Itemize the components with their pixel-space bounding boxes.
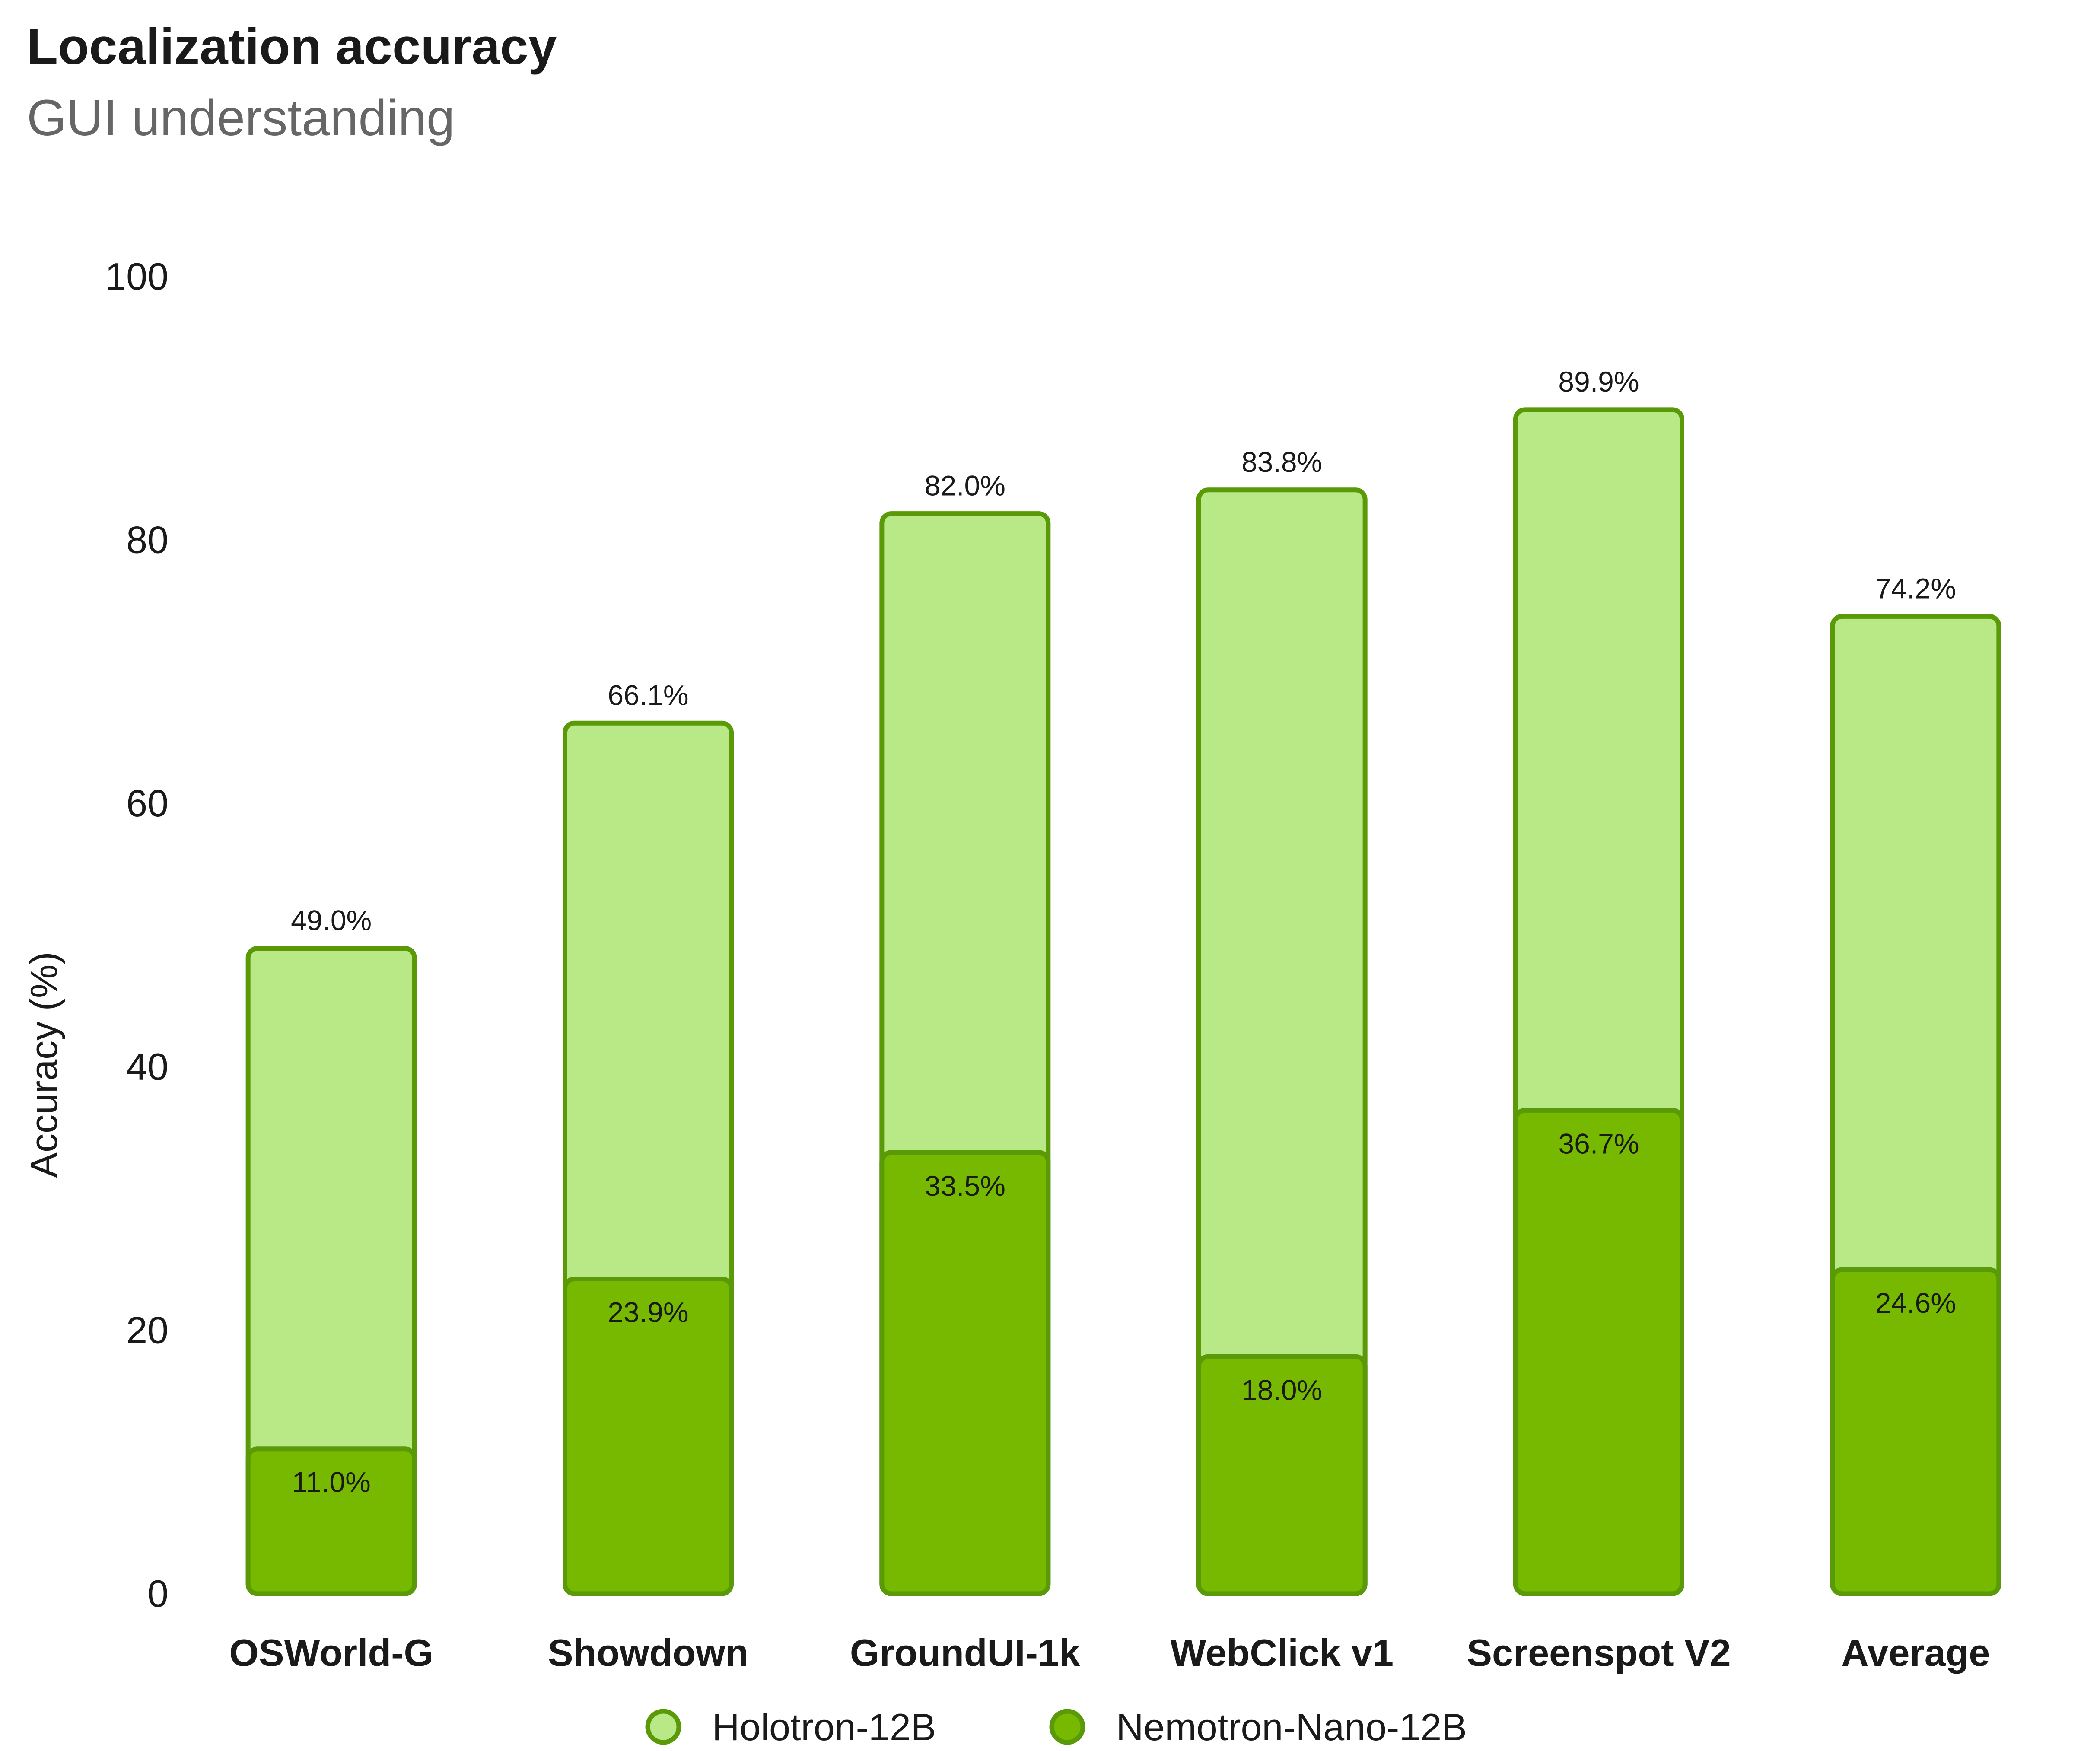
bar-nemotron-nano-12b: [1513, 1108, 1684, 1596]
bar-nemotron-nano-12b: [1830, 1267, 2001, 1596]
y-tick-label: 60: [126, 782, 169, 825]
y-tick-label: 20: [126, 1308, 169, 1351]
legend-label: Holotron-12B: [712, 1706, 936, 1748]
x-category-label: Screenspot V2: [1467, 1631, 1731, 1674]
y-tick-label: 40: [126, 1045, 169, 1088]
x-category-label: Showdown: [548, 1631, 748, 1674]
legend-item-nemotron-nano-12b: Nemotron-Nano-12B: [1049, 1706, 1467, 1748]
x-axis: OSWorld-G Showdown GroundUI-1k WebClick v1 S…: [229, 1631, 1990, 1674]
data-label-holotron-12b: 49.0%: [291, 904, 372, 936]
data-label-holotron-12b: 83.8%: [1241, 446, 1322, 478]
y-tick-label: 0: [147, 1572, 169, 1615]
y-tick-label: 100: [105, 255, 169, 298]
data-label-nemotron-nano-12b: 18.0%: [1241, 1374, 1322, 1406]
x-category-label: OSWorld-G: [229, 1631, 433, 1674]
y-axis-label: Accuracy (%): [22, 952, 65, 1178]
bar-nemotron-nano-12b: [1196, 1354, 1368, 1596]
data-label-holotron-12b: 74.2%: [1875, 572, 1956, 604]
data-label-holotron-12b: 89.9%: [1558, 366, 1639, 398]
x-category-label: GroundUI-1k: [850, 1631, 1081, 1674]
legend-item-holotron-12b: Holotron-12B: [645, 1706, 936, 1748]
x-category-label: WebClick v1: [1170, 1631, 1394, 1674]
data-label-holotron-12b: 82.0%: [925, 470, 1005, 502]
x-category-label: Average: [1841, 1631, 1990, 1674]
legend: Holotron-12B Nemotron-Nano-12B: [645, 1706, 1467, 1748]
legend-swatch: [645, 1709, 681, 1745]
data-label-nemotron-nano-12b: 33.5%: [925, 1170, 1005, 1202]
y-axis: 0 20 40 60 80 100: [105, 255, 169, 1615]
bar-nemotron-nano-12b: [879, 1150, 1051, 1596]
bars-group: 49.0% 11.0% 66.1% 23.9% 82.0% 33.5% 83.8% 18.0%…: [245, 366, 2001, 1596]
data-label-nemotron-nano-12b: 11.0%: [292, 1466, 371, 1498]
data-label-nemotron-nano-12b: 36.7%: [1558, 1127, 1639, 1159]
legend-swatch: [1049, 1709, 1085, 1745]
y-tick-label: 80: [126, 519, 169, 561]
bar-nemotron-nano-12b: [245, 1446, 417, 1596]
bar-nemotron-nano-12b: [563, 1277, 734, 1596]
legend-label: Nemotron-Nano-12B: [1116, 1706, 1467, 1748]
chart-title: Localization accuracy: [27, 18, 557, 75]
data-label-nemotron-nano-12b: 23.9%: [608, 1296, 688, 1328]
chart-subtitle: GUI understanding: [27, 89, 455, 146]
data-label-holotron-12b: 66.1%: [608, 679, 688, 711]
data-label-nemotron-nano-12b: 24.6%: [1875, 1287, 1956, 1319]
